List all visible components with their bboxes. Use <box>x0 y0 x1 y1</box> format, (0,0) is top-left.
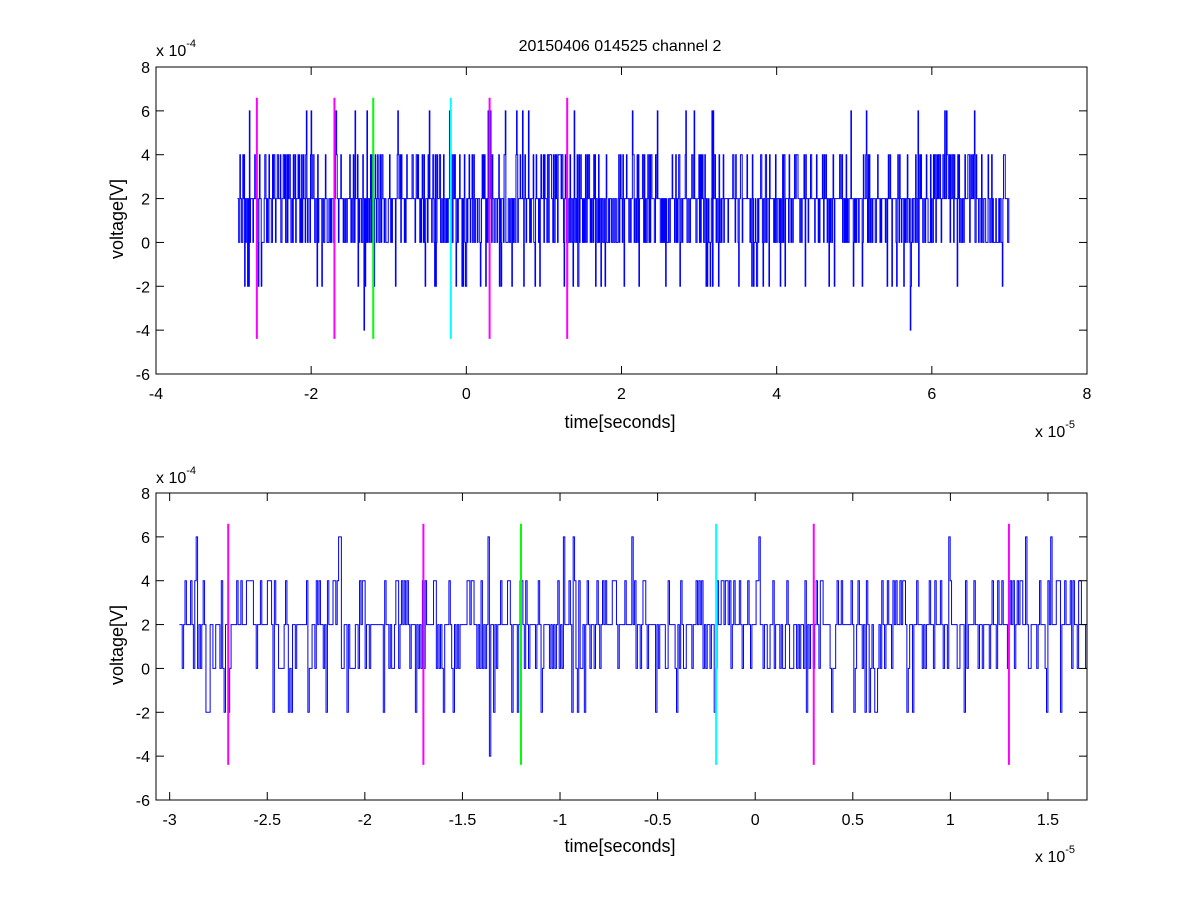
bottom-trace-group <box>179 536 1088 757</box>
bottom-x-tick-label: -2.5 <box>253 812 281 829</box>
bottom-x-exponent-base: x 10 <box>1035 849 1065 866</box>
bottom-y-exponent: x 10-4 <box>156 465 196 487</box>
top-trace-group <box>237 110 1010 331</box>
bottom-x-exponent: x 10-5 <box>1035 844 1075 866</box>
top-y-tick-label: 8 <box>141 60 150 77</box>
bottom-x-tick-label: -1.5 <box>449 812 477 829</box>
top-x-exponent-power: -5 <box>1065 419 1075 431</box>
top-y-axis-label: voltage[V] <box>107 179 127 259</box>
top-x-tick-label: 2 <box>617 386 626 403</box>
bottom-marker-group <box>227 523 1010 765</box>
top-y-tick-label: 6 <box>141 104 150 121</box>
top-x-tick-label: -2 <box>304 386 318 403</box>
top-y-tick-label: 4 <box>141 148 150 165</box>
top-y-tick-label: 2 <box>141 192 150 209</box>
bottom-y-tick-label: 0 <box>141 661 150 678</box>
bottom-y-exponent-base: x 10 <box>156 470 186 487</box>
top-x-tick-label: 0 <box>462 386 471 403</box>
bottom-axes-frame <box>155 492 1088 801</box>
bottom-x-tick-label: -1 <box>553 812 567 829</box>
top-y-tick-label: -6 <box>136 367 150 384</box>
bottom-x-tick-label: 1.5 <box>1037 812 1059 829</box>
figure-title: 20150406 014525 channel 2 <box>519 38 722 55</box>
bottom-y-axis-label: voltage[V] <box>107 605 127 685</box>
bottom-ticks-group: -3 -2.5 -2 -1.5 -1 -0.5 0 0.5 1 1.5 -6 -4 -2 0 2 4 6 8 <box>136 486 1087 829</box>
bottom-voltage-trace <box>179 536 1088 757</box>
top-x-exponent: x 10-5 <box>1035 419 1075 441</box>
top-x-tick-label: 4 <box>772 386 781 403</box>
top-y-exponent-base: x 10 <box>156 43 186 60</box>
bottom-x-axis-label: time[seconds] <box>564 836 675 856</box>
bottom-x-tick-label: 0.5 <box>842 812 864 829</box>
bottom-y-tick-label: 2 <box>141 618 150 635</box>
top-marker-group <box>255 97 569 339</box>
top-y-exponent-power: -4 <box>186 38 196 50</box>
top-x-exponent-base: x 10 <box>1035 424 1065 441</box>
top-ticks-group: -4 -2 0 2 4 6 8 -6 -4 -2 0 2 4 6 8 <box>136 60 1092 403</box>
bottom-y-tick-label: -4 <box>136 749 150 766</box>
top-x-tick-label: -4 <box>149 386 163 403</box>
bottom-y-exponent-power: -4 <box>186 465 196 477</box>
top-y-tick-label: 0 <box>141 235 150 252</box>
bottom-x-tick-label: -3 <box>163 812 177 829</box>
top-x-tick-label: 8 <box>1083 386 1092 403</box>
bottom-y-tick-label: -2 <box>136 705 150 722</box>
bottom-y-tick-label: 4 <box>141 574 150 591</box>
top-y-exponent: x 10-4 <box>156 38 196 60</box>
top-x-axis-label: time[seconds] <box>564 412 675 432</box>
bottom-x-tick-label: 0 <box>751 812 760 829</box>
bottom-subplot: -3 -2.5 -2 -1.5 -1 -0.5 0 0.5 1 1.5 -6 -4 -2 0 2 4 6 8 ti… <box>107 465 1088 866</box>
top-x-tick-label: 6 <box>927 386 936 403</box>
bottom-x-exponent-power: -5 <box>1065 844 1075 856</box>
bottom-x-tick-label: -2 <box>358 812 372 829</box>
bottom-y-tick-label: 6 <box>141 530 150 547</box>
bottom-x-tick-label: -0.5 <box>644 812 672 829</box>
bottom-x-tick-label: 1 <box>946 812 955 829</box>
bottom-y-tick-label: -6 <box>136 793 150 810</box>
bottom-y-tick-label: 8 <box>141 486 150 503</box>
top-y-tick-label: -2 <box>136 279 150 296</box>
top-subplot: -4 -2 0 2 4 6 8 -6 -4 -2 0 2 4 6 8 time[seconds] volta… <box>107 38 1092 441</box>
top-voltage-trace <box>237 110 1010 331</box>
top-y-tick-label: -4 <box>136 323 150 340</box>
